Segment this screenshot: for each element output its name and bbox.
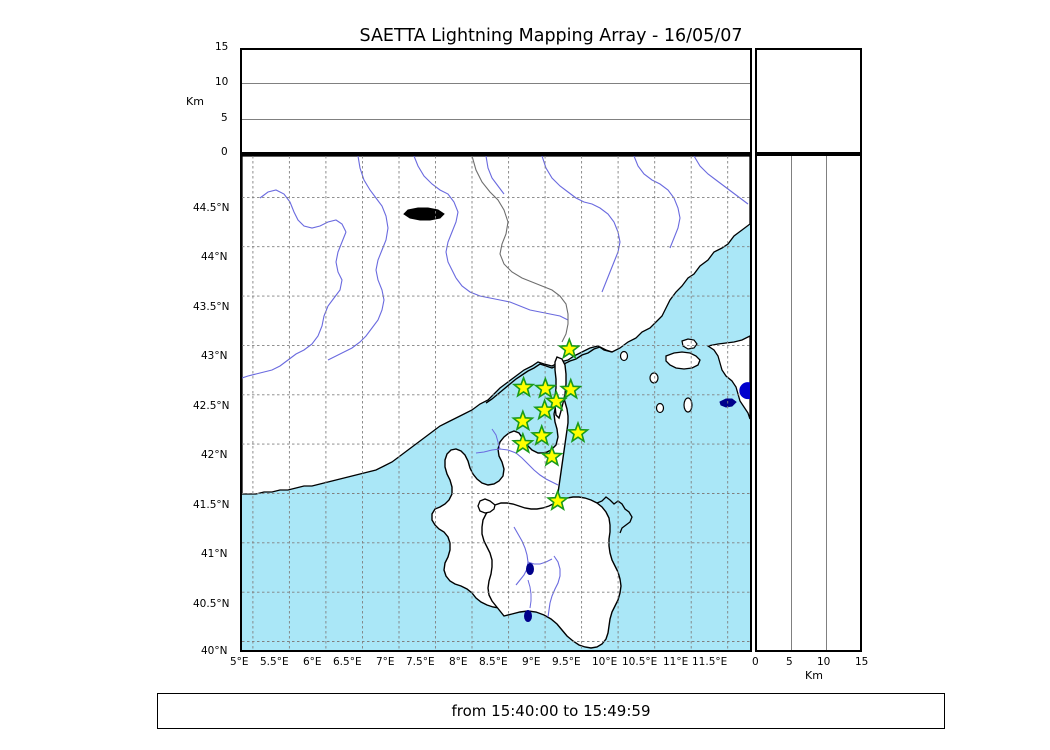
source-east-edge[interactable]	[739, 382, 750, 400]
map-xtick-7-5: 7.5°E	[406, 656, 435, 668]
inland-water-body	[403, 207, 445, 221]
national-border	[471, 156, 569, 343]
station-northwest[interactable]	[511, 375, 536, 398]
river-north-italy-1	[413, 156, 459, 279]
top-panel-gridline-10	[242, 83, 750, 85]
river-rhone-tributary	[259, 189, 347, 233]
altitude-vs-latitude-panel[interactable]	[755, 154, 862, 652]
right-panel-xtick-10: 10	[817, 656, 831, 668]
map-ytick-43-5: 43.5°N	[193, 301, 230, 313]
map-xtick-7: 7°E	[376, 656, 395, 668]
top-panel-gridline-5	[242, 118, 750, 120]
page-title: SAETTA Lightning Mapping Array - 16/05/0…	[359, 26, 743, 46]
right-panel-xlabel: Km	[805, 669, 823, 682]
sardinia-river-tirso	[513, 526, 529, 586]
tuscany-coast	[706, 335, 750, 420]
altitude-vs-longitude-panel[interactable]	[240, 48, 752, 154]
station-cap-corse[interactable]	[557, 336, 581, 360]
station-markers-layer[interactable]	[511, 336, 590, 512]
sardinia-river-south	[527, 579, 532, 609]
map-xtick-8-5: 8.5°E	[479, 656, 508, 668]
map-xtick-10: 10°E	[592, 656, 618, 668]
lightning-map-panel[interactable]	[240, 154, 752, 652]
station-northeast[interactable]	[559, 377, 583, 400]
station-southwest[interactable]	[511, 431, 535, 454]
map-xtick-9-5: 9.5°E	[552, 656, 581, 668]
pianosa-island	[649, 372, 659, 384]
river-north-italy-3	[633, 156, 681, 249]
map-geography	[242, 156, 750, 650]
sardinia-nw-peninsula	[477, 498, 496, 514]
right-panel-gridline-10	[825, 156, 827, 650]
map-gridlines	[242, 156, 750, 650]
top-panel-ylabel: Km	[186, 95, 204, 108]
top-panel-ytick-15: 15	[215, 41, 229, 53]
sardinia-lake-south	[524, 610, 532, 622]
station-east-coast[interactable]	[566, 420, 590, 444]
corsica-river-branch	[491, 428, 501, 450]
map-ytick-40-5: 40.5°N	[193, 598, 230, 610]
station-central-north[interactable]	[544, 389, 568, 412]
giglio-island	[683, 397, 693, 413]
mainland-coastline	[242, 156, 750, 495]
capraia-island	[681, 338, 698, 350]
river-durance	[327, 156, 389, 361]
station-bonifacio[interactable]	[546, 488, 570, 512]
station-north-central[interactable]	[533, 376, 558, 399]
time-range-caption: from 15:40:00 to 15:49:59	[157, 693, 945, 729]
right-panel-xtick-0: 0	[752, 656, 759, 668]
gorgona-island	[619, 350, 629, 362]
station-central[interactable]	[532, 398, 557, 421]
map-ytick-41: 41°N	[201, 548, 228, 560]
top-panel-ytick-0: 0	[221, 146, 228, 158]
map-ytick-40: 40°N	[201, 645, 228, 657]
station-south-central[interactable]	[540, 444, 564, 467]
map-xtick-11: 11°E	[663, 656, 689, 668]
riviera-coast-detail	[485, 346, 613, 404]
map-ytick-41-5: 41.5°N	[193, 499, 230, 511]
station-interior[interactable]	[530, 423, 554, 446]
river-alpine	[485, 156, 505, 195]
map-ytick-42-5: 42.5°N	[193, 400, 230, 412]
map-xtick-8: 8°E	[449, 656, 468, 668]
river-north-italy-2	[541, 156, 621, 293]
sardinia-lake-north	[526, 563, 534, 575]
map-ytick-44: 44°N	[201, 251, 228, 263]
map-xtick-11-5: 11.5°E	[692, 656, 728, 668]
river-po	[455, 277, 569, 321]
lightning-source-layer[interactable]	[739, 382, 750, 400]
map-ytick-42: 42°N	[201, 449, 228, 461]
top-panel-ytick-5: 5	[221, 112, 228, 124]
river-rhone	[242, 231, 347, 379]
map-xtick-9: 9°E	[522, 656, 541, 668]
map-xtick-6: 6°E	[303, 656, 322, 668]
time-range-text: from 15:40:00 to 15:49:59	[451, 702, 651, 720]
corner-panel[interactable]	[755, 48, 862, 154]
sardinia-river-branch	[527, 558, 553, 565]
montecristo-island	[655, 402, 665, 414]
map-xtick-5: 5°E	[230, 656, 249, 668]
map-ytick-43: 43°N	[201, 350, 228, 362]
right-panel-xtick-5: 5	[786, 656, 793, 668]
map-xtick-6-5: 6.5°E	[333, 656, 362, 668]
corsica-river-golo	[475, 448, 559, 486]
map-ytick-44-5: 44.5°N	[193, 202, 230, 214]
map-xtick-10-5: 10.5°E	[622, 656, 658, 668]
sardinia-ne-detail	[596, 496, 633, 534]
top-panel-ytick-10: 10	[215, 76, 229, 88]
map-xtick-5-5: 5.5°E	[260, 656, 289, 668]
right-panel-gridline-5	[791, 156, 793, 650]
station-west[interactable]	[511, 408, 535, 432]
sardinia-coastline	[481, 496, 622, 649]
right-panel-xtick-15: 15	[855, 656, 869, 668]
sardinia-river-flumendosa	[547, 555, 561, 618]
